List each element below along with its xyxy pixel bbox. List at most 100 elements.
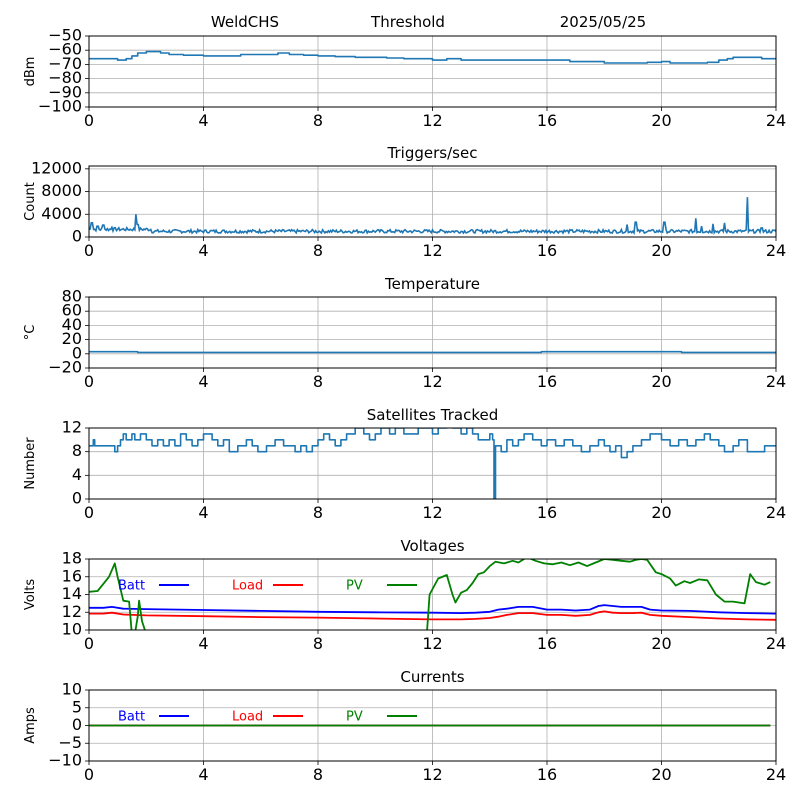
legend-label-batt: Batt bbox=[118, 710, 145, 725]
y-tick-label: 5 bbox=[72, 697, 82, 716]
data-group bbox=[89, 559, 776, 630]
x-tick-label: 12 bbox=[422, 634, 442, 653]
data-group bbox=[89, 350, 776, 354]
y-tick-label: 40 bbox=[62, 315, 82, 334]
x-tick-label: 20 bbox=[651, 503, 671, 522]
data-group bbox=[89, 50, 776, 64]
x-tick-label: 20 bbox=[651, 241, 671, 260]
x-tick-label: 8 bbox=[313, 372, 323, 391]
data-group bbox=[89, 197, 776, 236]
x-tick-label: 16 bbox=[537, 111, 557, 130]
x-tick-label: 4 bbox=[198, 372, 208, 391]
x-tick-label: 20 bbox=[651, 765, 671, 784]
legend-label-load: Load bbox=[232, 710, 263, 725]
x-tick-label: 4 bbox=[198, 503, 208, 522]
y-axis-label: Volts bbox=[23, 579, 38, 611]
y-tick-label: 18 bbox=[62, 549, 82, 568]
x-tick-label: 0 bbox=[84, 241, 94, 260]
y-tick-label: 12 bbox=[62, 418, 82, 437]
x-tick-label: 0 bbox=[84, 372, 94, 391]
y-axis-label: Number bbox=[23, 437, 38, 490]
x-tick-label: 0 bbox=[84, 503, 94, 522]
x-tick-label: 4 bbox=[198, 765, 208, 784]
x-tick-label: 12 bbox=[422, 765, 442, 784]
x-tick-label: 12 bbox=[422, 372, 442, 391]
x-tick-label: 24 bbox=[766, 372, 786, 391]
panel-title: Currents bbox=[400, 668, 464, 686]
y-tick-label: −10 bbox=[48, 751, 82, 770]
y-tick-label: 12000 bbox=[31, 158, 82, 177]
y-tick-label: −60 bbox=[48, 40, 82, 59]
y-tick-label: 4000 bbox=[41, 204, 82, 223]
y-tick-label: −5 bbox=[58, 733, 82, 752]
x-tick-label: 20 bbox=[651, 111, 671, 130]
axes-frame bbox=[88, 296, 777, 369]
y-tick-label: −20 bbox=[48, 358, 82, 377]
axes-frame bbox=[88, 35, 777, 108]
x-tick-label: 4 bbox=[198, 634, 208, 653]
y-tick-label: 20 bbox=[62, 329, 82, 348]
y-tick-label: 12 bbox=[62, 602, 82, 621]
y-tick-label: 60 bbox=[62, 301, 82, 320]
y-tick-label: 0 bbox=[72, 227, 82, 246]
y-tick-label: −70 bbox=[48, 54, 82, 73]
legend-label-batt: Batt bbox=[118, 579, 145, 594]
y-tick-label: −50 bbox=[48, 26, 82, 45]
x-tick-label: 4 bbox=[198, 241, 208, 260]
y-tick-label: 80 bbox=[62, 287, 82, 306]
x-tick-label: 24 bbox=[766, 765, 786, 784]
y-tick-label: −100 bbox=[38, 97, 82, 116]
legend-label-pv: PV bbox=[346, 579, 363, 594]
x-tick-label: 16 bbox=[537, 503, 557, 522]
x-tick-label: 24 bbox=[766, 241, 786, 260]
series-line-triggers bbox=[89, 197, 776, 236]
data-group bbox=[89, 428, 776, 499]
x-tick-label: 20 bbox=[651, 372, 671, 391]
y-tick-label: −90 bbox=[48, 82, 82, 101]
y-tick-label: 16 bbox=[62, 566, 82, 585]
axes-frame bbox=[88, 165, 777, 238]
series-line-rssi bbox=[89, 50, 776, 64]
y-axis-label: Amps bbox=[23, 707, 38, 744]
panel-title: Triggers/sec bbox=[387, 144, 478, 162]
x-tick-label: 16 bbox=[537, 372, 557, 391]
y-tick-label: 0 bbox=[72, 715, 82, 734]
panel-rssi: 0 4 8 12 16 20 24 −100−90−80−70−60−50 dBm bbox=[23, 26, 786, 131]
series-line-satellites bbox=[89, 428, 776, 499]
legend-label-load: Load bbox=[232, 579, 263, 594]
x-tick-label: 0 bbox=[84, 634, 94, 653]
axes-frame bbox=[88, 558, 777, 631]
y-tick-label: 0 bbox=[72, 489, 82, 508]
y-tick-label: 10 bbox=[62, 620, 82, 639]
x-tick-label: 20 bbox=[651, 634, 671, 653]
x-tick-label: 8 bbox=[313, 111, 323, 130]
x-tick-label: 0 bbox=[84, 111, 94, 130]
x-tick-label: 24 bbox=[766, 503, 786, 522]
y-axis-label: dBm bbox=[23, 57, 38, 87]
x-tick-label: 16 bbox=[537, 634, 557, 653]
y-axis-label: °C bbox=[23, 325, 38, 341]
x-tick-label: 8 bbox=[313, 503, 323, 522]
y-tick-label: 8000 bbox=[41, 181, 82, 200]
panel-title: Satellites Tracked bbox=[367, 406, 498, 424]
axes-frame bbox=[88, 689, 777, 762]
x-tick-label: 12 bbox=[422, 241, 442, 260]
y-tick-label: 8 bbox=[72, 441, 82, 460]
legend-label-pv: PV bbox=[346, 710, 363, 725]
panel-triggers: 0 4 8 12 16 20 2404000800012000Triggers/secCou… bbox=[23, 144, 786, 260]
y-tick-label: 10 bbox=[62, 680, 82, 699]
x-tick-label: 24 bbox=[766, 111, 786, 130]
series-line-temperature bbox=[89, 350, 776, 354]
trigger-mode: Threshold bbox=[370, 13, 445, 31]
x-tick-label: 8 bbox=[313, 634, 323, 653]
y-tick-label: 4 bbox=[72, 465, 82, 484]
y-tick-label: 14 bbox=[62, 584, 82, 603]
x-tick-label: 12 bbox=[422, 111, 442, 130]
panel-title: Voltages bbox=[400, 537, 464, 555]
series-line-pv bbox=[89, 559, 771, 630]
